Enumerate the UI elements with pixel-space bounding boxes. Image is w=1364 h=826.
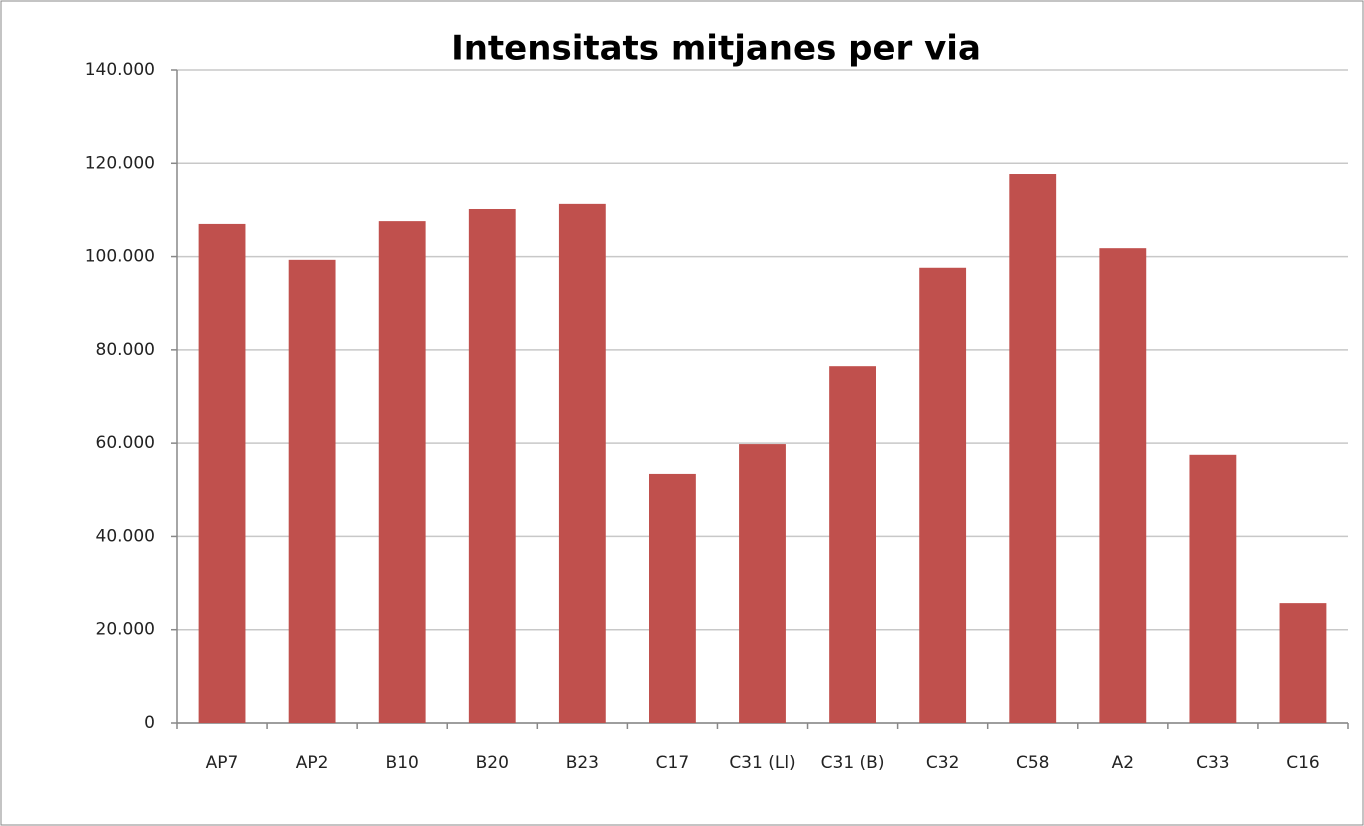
y-tick-label: 60.000 xyxy=(96,433,155,453)
x-tick-label: C31 (B) xyxy=(821,753,885,773)
y-tick-label: 80.000 xyxy=(96,340,155,360)
bar xyxy=(1009,174,1057,724)
y-tick-label: 100.000 xyxy=(85,247,155,267)
y-tick-label: 120.000 xyxy=(85,153,155,173)
bar xyxy=(1279,603,1327,723)
bar xyxy=(378,221,426,723)
bar xyxy=(288,259,336,723)
x-tick-label: C31 (Ll) xyxy=(729,753,795,773)
x-tick-label: C32 xyxy=(926,753,960,773)
x-tick-label: C33 xyxy=(1196,753,1230,773)
bar xyxy=(829,366,876,723)
y-tick-label: 20.000 xyxy=(96,620,155,640)
x-tick-label: AP2 xyxy=(296,753,329,773)
x-tick-label: C16 xyxy=(1286,753,1320,773)
bar xyxy=(1099,248,1147,723)
x-tick-label: AP7 xyxy=(206,753,239,773)
bar xyxy=(649,473,696,723)
y-tick-label: 140.000 xyxy=(85,60,155,80)
bar xyxy=(558,203,606,724)
y-tick-label: 40.000 xyxy=(96,526,155,546)
x-tick-label: B23 xyxy=(566,753,599,773)
x-tick-label: A2 xyxy=(1112,753,1134,773)
bar xyxy=(468,208,516,723)
bar xyxy=(739,444,786,723)
y-tick-label: 0 xyxy=(144,713,155,733)
x-tick-label: C58 xyxy=(1016,753,1050,773)
bar xyxy=(198,223,246,723)
x-tick-label: C17 xyxy=(656,753,690,773)
x-tick-label: B20 xyxy=(476,753,509,773)
chart-title: Intensitats mitjanes per via xyxy=(451,29,981,69)
bar xyxy=(919,267,967,723)
bar xyxy=(1189,454,1237,723)
x-tick-label: B10 xyxy=(386,753,419,773)
